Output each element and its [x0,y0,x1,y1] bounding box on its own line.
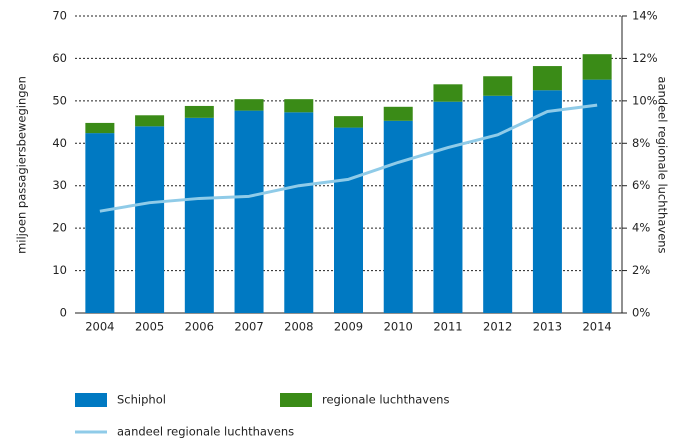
x-tick-label: 2009 [334,320,363,334]
x-tick-label: 2006 [185,320,214,334]
y2-tick-label: 14% [632,9,658,23]
x-tick-label: 2008 [284,320,313,334]
bar [234,110,264,313]
legend-swatch [75,393,107,407]
legend-label: Schiphol [117,393,166,407]
bar [135,126,165,313]
legend-label: aandeel regionale luchthavens [117,425,294,439]
x-tick-label: 2004 [85,320,114,334]
x-tick-label: 2011 [433,320,462,334]
bar [85,133,115,313]
bar [383,106,413,121]
bar [483,76,513,96]
bar [532,90,562,313]
y2-tick-label: 4% [632,221,650,235]
bar [184,105,214,118]
bar [334,127,363,313]
x-tick-label: 2005 [135,320,164,334]
legend-label: regionale luchthavens [322,393,449,407]
x-tick-label: 2007 [234,320,263,334]
bar [284,99,314,113]
y2-tick-label: 12% [632,51,658,65]
y2-tick-label: 8% [632,136,650,150]
y-axis-label: miljoen passagiersbewegingen [15,76,29,254]
y-tick-label: 50 [52,93,67,107]
y2-tick-label: 0% [632,306,650,320]
bar [582,79,612,314]
line [99,103,598,213]
x-tick-label: 2012 [483,320,512,334]
bar [334,116,363,128]
x-tick-label: 2013 [533,320,562,334]
bar [234,99,264,111]
bar [284,112,314,313]
x-tick-label: 2010 [384,320,413,334]
y-tick-label: 40 [52,136,67,150]
y2-tick-label: 10% [632,93,658,107]
bar [135,115,165,127]
y-tick-label: 0 [60,306,67,320]
y2-axis-label: aandeel regionale luchthavens [656,76,670,253]
y-tick-label: 60 [52,51,67,65]
y-tick-label: 30 [52,178,67,192]
y-tick-label: 10 [52,263,67,277]
bar [483,95,513,313]
bar [383,120,413,313]
x-tick-label: 2014 [582,320,611,334]
bar [85,122,115,134]
legend-swatch [280,393,312,407]
bar [532,66,562,91]
bar [184,117,214,313]
y2-tick-label: 2% [632,263,650,277]
bar [582,54,612,80]
bar [433,84,463,102]
y2-tick-label: 6% [632,178,650,192]
y-tick-label: 20 [52,221,67,235]
y-tick-label: 70 [52,9,67,23]
bar [433,101,463,313]
